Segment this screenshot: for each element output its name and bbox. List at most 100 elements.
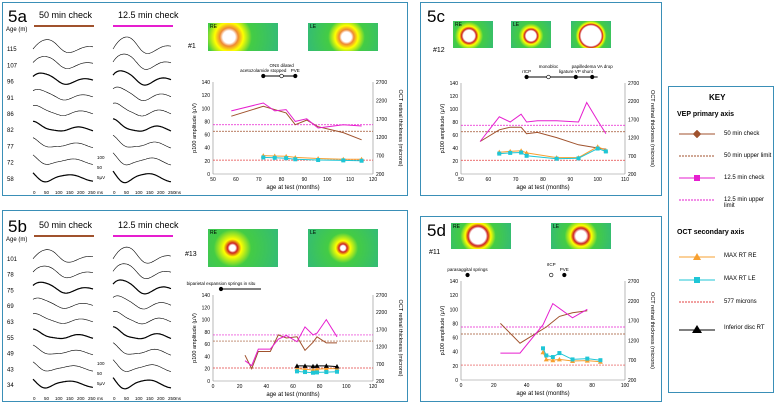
data-point [585,356,590,361]
vep-waveform [112,36,172,54]
x-tick-label: 60 [290,384,296,390]
series-line [296,368,337,371]
data-point [293,157,298,162]
panel-label: 5b [8,217,27,236]
y2-tick-label: 1200 [628,338,639,344]
eye-label-re: RE [453,224,460,230]
y2-tick-label: 2200 [628,299,639,305]
vep-waveform [32,89,94,101]
vep-waveform [32,313,94,324]
y-tick-label: 120 [202,93,211,99]
panel-5d: 5d #11 RE LE 0 20 40 60 80 100 0 20 40 60 80 100 120… [420,216,662,402]
y-tick-label: 60 [204,342,210,348]
y-tick-label: 20 [452,364,458,370]
time-unit-label: ms [175,190,182,195]
y-tick-label: 140 [450,81,459,87]
vep-waveform [112,118,172,132]
time-tick-label: 0 [113,190,116,195]
key-item-le: MAX RT LE [724,276,756,282]
time-tick-label: 200 [157,190,165,195]
age-tick-label: 96 [7,80,14,86]
data-point [284,156,289,161]
age-tick-label: 43 [7,367,14,373]
y-tick-label: 100 [450,107,459,113]
y2-tick-label: 2200 [628,99,639,105]
event-marker [293,73,298,79]
event-label: rICP [547,262,556,267]
data-point [341,158,346,163]
key-oct-header: OCT secondary axis [677,229,745,236]
eye-label-le: LE [513,22,520,28]
y-tick-label: 60 [204,133,210,139]
x-tick-label: 110 [346,177,354,183]
y-tick-label: 20 [204,159,210,165]
series-line [479,126,606,150]
time-tick-label: 200 [77,396,85,401]
eye-label-le: LE [310,24,317,30]
vep-waveform [32,39,94,53]
key-glyph-125 [679,175,715,181]
event-label: parasaggital springs [447,267,488,272]
vep-waveform [112,170,172,184]
y-tick-label: 0 [455,172,458,178]
y-tick-label: 100 [450,307,459,313]
panel-5b: 5b 50 min check 12.5 min check Age (m) 1… [2,210,408,402]
data-point [554,156,559,161]
x-axis-label: age at test (months) [266,185,319,191]
event-marker [546,74,551,80]
time-tick-label: 100 [55,190,63,195]
key-item-re: MAX RT RE [724,253,757,259]
data-point [334,364,340,369]
key-title: KEY [709,93,726,102]
age-tick-label: 63 [7,320,14,326]
event-marker [279,73,284,79]
data-point [261,155,266,160]
col-bar-50 [34,235,94,237]
vep-waveform [112,279,172,295]
x-tick-label: 120 [369,177,378,183]
age-tick-label: 91 [7,96,14,102]
key-item-50-limit: 50 min upper limit [724,153,772,159]
oct-map-le [511,21,551,48]
key-glyph-125-limit [679,199,715,201]
col-bar-50 [34,25,94,27]
oct-map-re [208,23,278,51]
vep-waveform [112,135,172,149]
time-tick-label: 250 [88,396,96,401]
time-tick-label: 100 [135,190,143,195]
time-tick-label: 250 [88,190,96,195]
vep-waveform [32,344,94,356]
scale-label-100: 100 [97,361,105,366]
age-tick-label: 75 [7,288,14,294]
x-tick-label: 60 [557,383,563,389]
col-bar-125 [113,25,173,27]
vep-waveform [32,249,94,263]
y-tick-label: 100 [202,106,211,112]
vep-waveform [112,342,172,356]
key-glyph-le [679,277,715,283]
time-tick-label: 50 [44,190,50,195]
eye-label-le: LE [310,230,317,236]
y2-tick-label: 1200 [628,136,639,142]
col-header-50: 50 min check [39,10,93,20]
x-tick-label: 100 [593,177,602,183]
vep-waveform [32,378,94,389]
time-tick-label: 150 [146,396,154,401]
y-tick-label: 40 [204,146,210,152]
data-point [324,370,329,375]
age-header: Age (m) [6,27,28,33]
y2-tick-label: 2200 [376,310,387,316]
y2-axis-label: OCT retinal thickness (microns) [649,90,655,167]
y2-tick-label: 700 [376,362,385,368]
vep-waveform [32,56,94,69]
y2-tick-label: 200 [628,378,637,384]
y2-tick-label: 700 [376,154,385,160]
data-point [570,357,575,362]
event-label: PVE [560,267,569,272]
time-tick-label: 250 [168,190,176,195]
vep-waveform [112,86,172,101]
y2-tick-label: 2200 [376,98,387,104]
event-marker [524,74,529,80]
age-tick-label: 34 [7,383,14,389]
col-bar-125 [113,235,173,237]
